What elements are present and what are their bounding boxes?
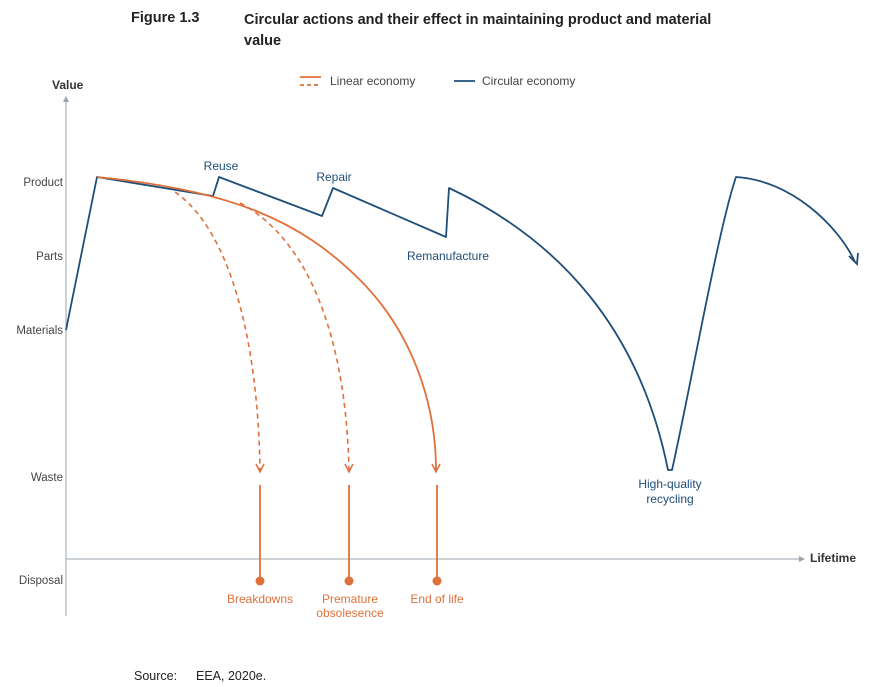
y-level-product: Product xyxy=(23,177,63,189)
linear-economy-end-of-life-curve xyxy=(96,176,437,471)
breakdowns-label: Breakdowns xyxy=(227,592,293,606)
recycling-label-line2: recycling xyxy=(646,492,693,506)
breakdowns-dot xyxy=(255,576,265,586)
x-axis-title: Lifetime xyxy=(810,551,856,565)
premature-label-line2: obsolesence xyxy=(316,606,384,620)
reuse-label: Reuse xyxy=(204,159,239,173)
repair-label: Repair xyxy=(316,170,351,184)
legend-circular-label: Circular economy xyxy=(482,74,575,88)
remanufacture-label: Remanufacture xyxy=(407,249,489,263)
source-note: Source: EEA, 2020e. xyxy=(134,669,266,683)
source-label: Source: xyxy=(134,669,178,683)
premature-label-line1: Premature xyxy=(322,592,378,606)
y-axis-title: Value xyxy=(52,78,84,92)
y-level-materials: Materials xyxy=(16,325,63,337)
legend: Linear economy Circular economy xyxy=(300,74,575,88)
circular-economy-line xyxy=(65,176,856,471)
figure-number: Figure 1.3 xyxy=(131,10,200,26)
premature-arrowhead-icon xyxy=(344,463,354,474)
figure-title: Circular actions and their effect in mai… xyxy=(244,12,712,49)
premature-dashed-curve xyxy=(239,202,350,471)
breakdowns-dashed-curve xyxy=(174,191,261,471)
end-of-life-label: End of life xyxy=(410,592,464,606)
y-level-parts: Parts xyxy=(36,251,63,263)
end-of-life-dot xyxy=(432,576,442,586)
source-text: EEA, 2020e. xyxy=(196,669,267,683)
breakdowns-arrowhead-icon xyxy=(255,463,265,474)
y-level-disposal: Disposal xyxy=(19,575,63,587)
recycling-label-line1: High-quality xyxy=(638,477,701,491)
circular-arrowhead-icon xyxy=(848,252,859,266)
legend-linear-label: Linear economy xyxy=(330,74,415,88)
y-level-waste: Waste xyxy=(31,472,63,484)
end-of-life-arrowhead-icon xyxy=(431,463,441,474)
premature-dot xyxy=(344,576,354,586)
